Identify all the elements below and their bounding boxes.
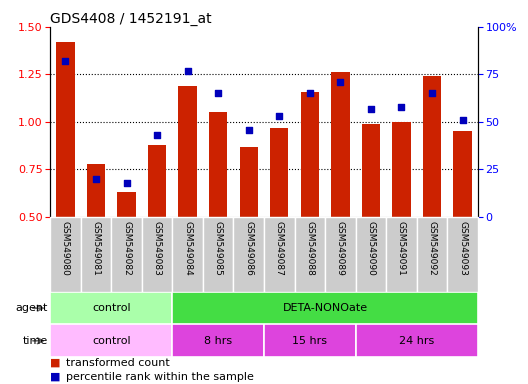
Bar: [111, 217, 142, 292]
Bar: [50, 292, 172, 324]
Bar: [264, 217, 295, 292]
Point: [306, 90, 314, 96]
Bar: [386, 217, 417, 292]
Bar: [417, 217, 447, 292]
Bar: [356, 217, 386, 292]
Text: GSM549087: GSM549087: [275, 221, 284, 276]
Text: 15 hrs: 15 hrs: [293, 336, 327, 346]
Bar: [178, 86, 197, 217]
Text: GSM549090: GSM549090: [366, 221, 375, 276]
Bar: [356, 324, 478, 357]
Text: GSM549085: GSM549085: [214, 221, 223, 276]
Text: GSM549086: GSM549086: [244, 221, 253, 276]
Point: [428, 90, 436, 96]
Bar: [454, 131, 472, 217]
Bar: [423, 76, 441, 217]
Text: 24 hrs: 24 hrs: [399, 336, 435, 346]
Bar: [50, 324, 172, 357]
Bar: [233, 217, 264, 292]
Bar: [295, 217, 325, 292]
Bar: [56, 42, 74, 217]
Bar: [325, 217, 356, 292]
Text: control: control: [92, 303, 130, 313]
Bar: [209, 113, 228, 217]
Point: [244, 126, 253, 132]
Bar: [172, 217, 203, 292]
Point: [366, 106, 375, 112]
Text: agent: agent: [15, 303, 48, 313]
Text: GSM549083: GSM549083: [153, 221, 162, 276]
Bar: [172, 292, 478, 324]
Point: [61, 58, 70, 64]
Point: [92, 176, 100, 182]
Text: GSM549092: GSM549092: [428, 221, 437, 275]
Text: DETA-NONOate: DETA-NONOate: [282, 303, 367, 313]
Text: GDS4408 / 1452191_at: GDS4408 / 1452191_at: [50, 12, 212, 26]
Bar: [172, 324, 264, 357]
Bar: [300, 91, 319, 217]
Text: ■: ■: [50, 358, 61, 368]
Point: [458, 117, 467, 123]
Point: [153, 132, 162, 138]
Text: transformed count: transformed count: [66, 358, 169, 368]
Bar: [81, 217, 111, 292]
Text: GSM549088: GSM549088: [305, 221, 314, 276]
Text: percentile rank within the sample: percentile rank within the sample: [66, 372, 254, 382]
Bar: [392, 122, 411, 217]
Point: [397, 104, 406, 110]
Bar: [264, 324, 356, 357]
Point: [122, 180, 131, 186]
Bar: [447, 217, 478, 292]
Point: [183, 68, 192, 74]
Bar: [50, 217, 81, 292]
Text: control: control: [92, 336, 130, 346]
Point: [275, 113, 284, 119]
Bar: [331, 73, 350, 217]
Bar: [203, 217, 233, 292]
Text: GSM549082: GSM549082: [122, 221, 131, 275]
Text: GSM549084: GSM549084: [183, 221, 192, 275]
Text: GSM549081: GSM549081: [91, 221, 100, 276]
Bar: [148, 145, 166, 217]
Point: [214, 90, 222, 96]
Text: time: time: [22, 336, 48, 346]
Text: GSM549091: GSM549091: [397, 221, 406, 276]
Bar: [362, 124, 380, 217]
Bar: [270, 127, 288, 217]
Point: [336, 79, 345, 85]
Text: GSM549093: GSM549093: [458, 221, 467, 276]
Text: ■: ■: [50, 372, 61, 382]
Text: GSM549080: GSM549080: [61, 221, 70, 276]
Bar: [240, 147, 258, 217]
Text: 8 hrs: 8 hrs: [204, 336, 232, 346]
Text: GSM549089: GSM549089: [336, 221, 345, 276]
Bar: [142, 217, 172, 292]
Bar: [117, 192, 136, 217]
Bar: [87, 164, 105, 217]
